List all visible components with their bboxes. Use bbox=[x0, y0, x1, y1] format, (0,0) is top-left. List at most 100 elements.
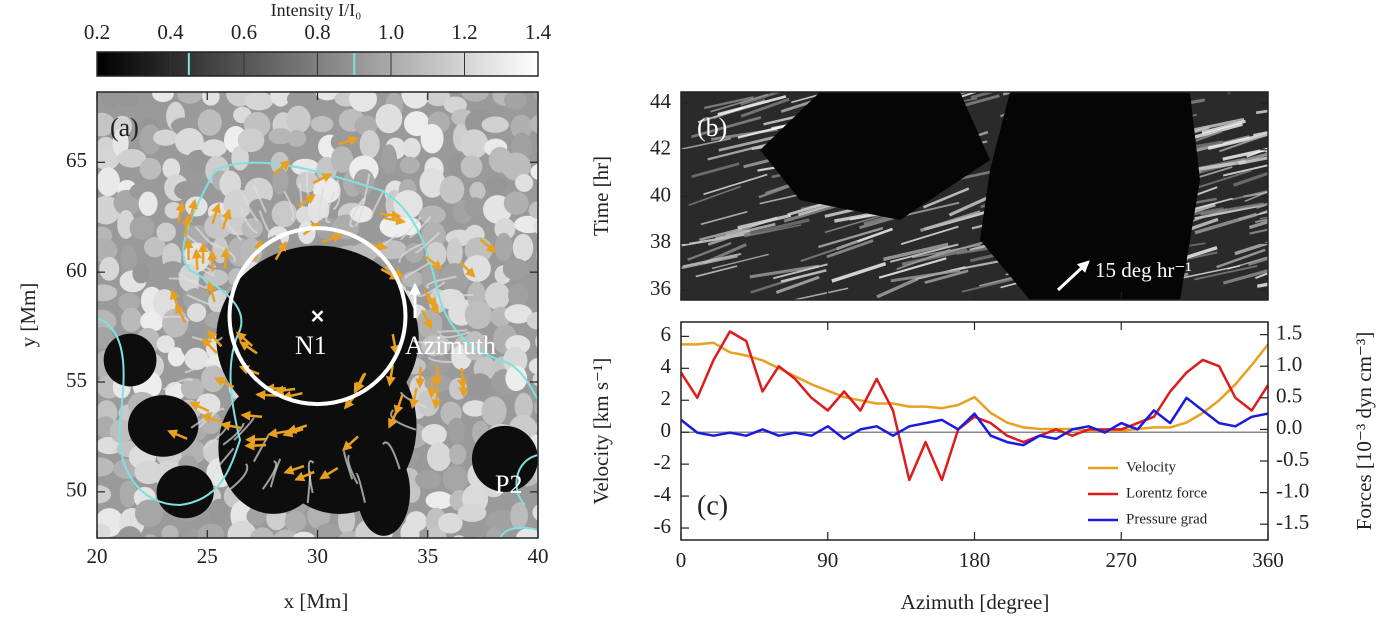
streak bbox=[1194, 265, 1258, 281]
filament bbox=[404, 260, 433, 279]
granule bbox=[532, 372, 538, 387]
granule bbox=[227, 520, 257, 538]
granule bbox=[97, 147, 120, 171]
granule bbox=[503, 92, 527, 110]
granule bbox=[481, 396, 507, 427]
flow-arrow bbox=[409, 387, 420, 410]
streak bbox=[900, 225, 959, 246]
flow-arrow bbox=[188, 198, 198, 221]
granule bbox=[449, 444, 467, 465]
flow-arrow bbox=[235, 331, 254, 347]
granule bbox=[114, 92, 141, 107]
streak bbox=[1188, 197, 1233, 212]
colorbar-tick-label: 0.2 bbox=[84, 20, 110, 44]
contour bbox=[499, 454, 538, 538]
streak bbox=[970, 92, 997, 100]
streak bbox=[740, 92, 783, 106]
dark-region bbox=[103, 333, 157, 387]
streak bbox=[928, 92, 935, 94]
granule bbox=[484, 282, 510, 310]
granule bbox=[439, 175, 465, 204]
flow-arrow bbox=[175, 303, 187, 324]
granule bbox=[426, 442, 452, 472]
streak bbox=[699, 227, 743, 242]
streak bbox=[681, 255, 738, 270]
streak bbox=[1256, 282, 1268, 288]
streak bbox=[889, 243, 959, 263]
granule bbox=[401, 92, 430, 109]
streak bbox=[1249, 228, 1268, 235]
streak bbox=[1256, 202, 1268, 209]
granule bbox=[244, 92, 274, 111]
streak bbox=[707, 143, 769, 161]
flow-arrow bbox=[385, 364, 396, 387]
streak bbox=[780, 269, 827, 283]
granule bbox=[112, 128, 129, 158]
granule bbox=[286, 130, 307, 147]
streak bbox=[749, 264, 820, 279]
streak bbox=[718, 134, 781, 152]
granule bbox=[97, 485, 112, 504]
streak bbox=[876, 277, 919, 299]
granule bbox=[486, 509, 517, 533]
granule bbox=[120, 307, 142, 333]
flow-arrow bbox=[379, 210, 402, 221]
x-tick-label: 180 bbox=[959, 548, 991, 572]
colorbar-tick-label: 1.2 bbox=[451, 20, 477, 44]
granule bbox=[201, 92, 220, 106]
streak bbox=[1252, 131, 1268, 137]
granule bbox=[530, 163, 538, 181]
time-azimuth-image: 15 deg hr⁻¹ (b) bbox=[681, 92, 1268, 300]
filament bbox=[427, 356, 459, 364]
granule bbox=[502, 258, 529, 281]
granule bbox=[197, 109, 222, 136]
filament bbox=[269, 458, 282, 488]
granule bbox=[161, 525, 179, 538]
filament bbox=[185, 256, 215, 274]
flow-arrow bbox=[282, 427, 304, 438]
granule bbox=[97, 238, 118, 263]
granule bbox=[505, 365, 528, 392]
granule bbox=[162, 308, 189, 338]
streak bbox=[1234, 241, 1268, 256]
filament bbox=[399, 391, 428, 409]
granule bbox=[420, 123, 444, 154]
granule bbox=[97, 167, 120, 197]
granule bbox=[271, 200, 297, 228]
streak bbox=[1255, 218, 1268, 223]
granule bbox=[209, 498, 229, 525]
filament bbox=[252, 184, 267, 213]
granule bbox=[529, 115, 538, 134]
filament bbox=[184, 364, 215, 374]
center-cross bbox=[311, 310, 324, 322]
flow-arrow bbox=[200, 413, 222, 424]
granule bbox=[139, 157, 162, 180]
streak bbox=[791, 92, 833, 104]
filament bbox=[159, 315, 190, 322]
filament bbox=[318, 188, 325, 221]
filament bbox=[369, 189, 385, 218]
streak bbox=[950, 259, 1006, 272]
y2-axis-label: Forces [10⁻³ dyn cm⁻³] bbox=[1352, 332, 1376, 531]
granule bbox=[446, 238, 463, 267]
filament bbox=[355, 472, 366, 503]
granule bbox=[438, 512, 463, 534]
granule bbox=[425, 491, 454, 510]
filament bbox=[233, 417, 255, 441]
streak bbox=[682, 252, 742, 268]
streak bbox=[737, 213, 792, 230]
streak bbox=[920, 210, 981, 233]
filament bbox=[261, 460, 278, 490]
streak bbox=[691, 162, 740, 178]
y2-tick-label: -1.0 bbox=[1276, 478, 1309, 502]
granule bbox=[156, 222, 176, 242]
colorbar-tick-label: 0.6 bbox=[231, 20, 257, 44]
flow-arrow bbox=[294, 470, 315, 482]
granule bbox=[481, 116, 509, 133]
granule bbox=[310, 115, 334, 133]
filament bbox=[382, 441, 401, 470]
flow-arrow bbox=[239, 341, 258, 355]
filament bbox=[220, 216, 242, 241]
streak bbox=[1265, 149, 1268, 153]
granule bbox=[119, 480, 137, 508]
